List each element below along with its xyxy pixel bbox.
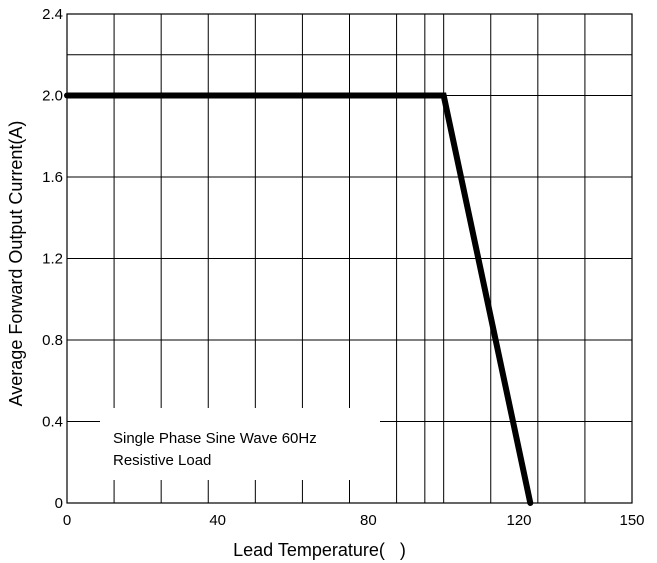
x-tick-labels: 0 40 80 120 150 [63,512,645,529]
x-tick-label: 80 [360,512,377,529]
x-tick-label: 150 [619,512,644,529]
y-axis-title: Average Forward Output Current(A) [6,121,26,407]
x-tick-label: 0 [63,512,71,529]
annotation-line-2: Resistive Load [113,452,211,469]
y-tick-label: 2.0 [42,88,63,105]
annotation-box [100,408,380,480]
y-tick-label: 0.4 [42,414,63,431]
y-tick-label: 0 [55,495,63,512]
y-tick-label: 2.4 [42,6,63,23]
x-axis-title: Lead Temperature( ) [233,540,406,560]
series-layer [64,92,534,506]
y-tick-label: 1.6 [42,169,63,186]
x-tick-label: 40 [209,512,226,529]
plot-frame [66,13,633,504]
series-line [64,92,534,506]
y-tick-label: 1.2 [42,251,63,268]
y-tick-labels: 0 0.4 0.8 1.2 1.6 2.0 2.4 [42,6,63,512]
x-tick-label: 120 [506,512,531,529]
y-tick-label: 0.8 [42,332,63,349]
annotation-line-1: Single Phase Sine Wave 60Hz [113,430,317,447]
